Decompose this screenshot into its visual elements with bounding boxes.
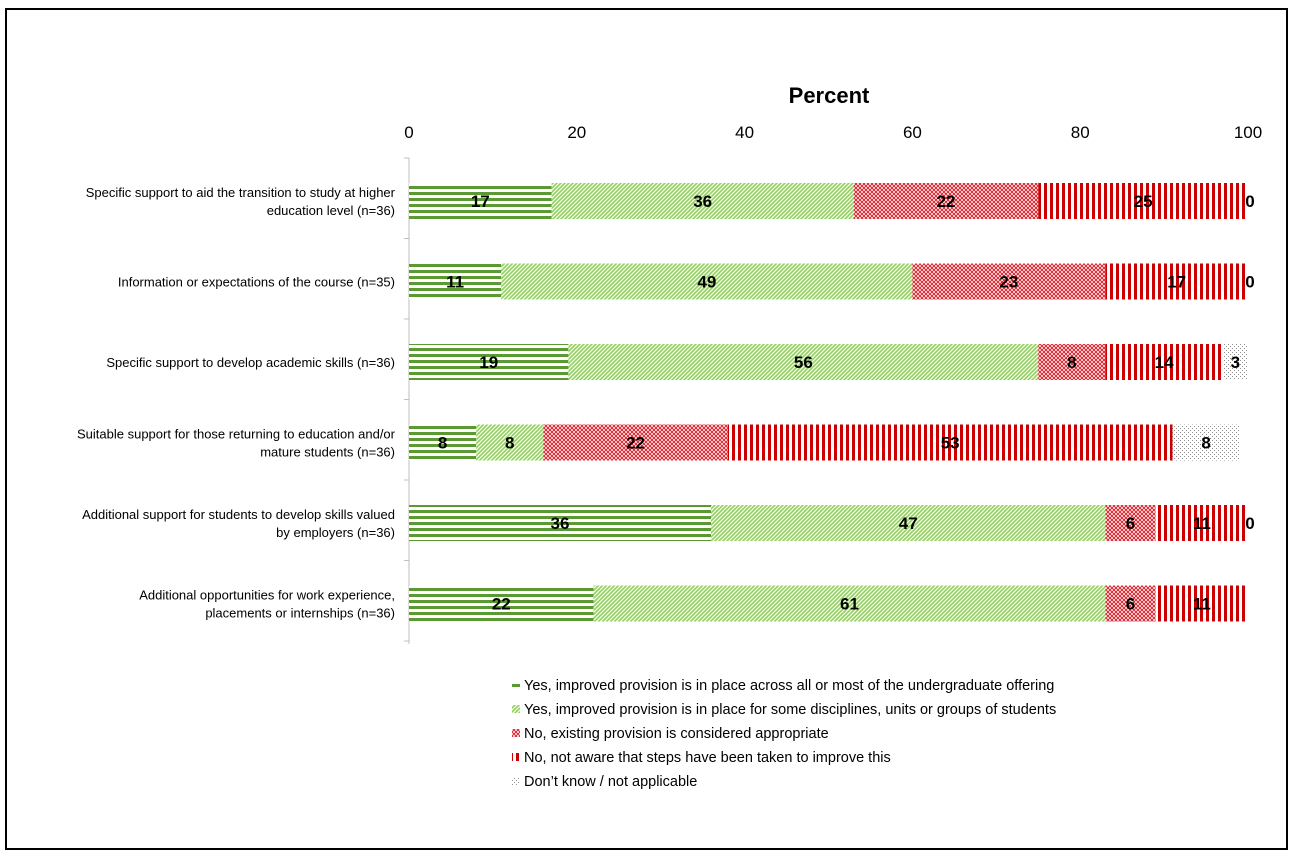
x-tick-label: 20 — [567, 123, 586, 142]
category-label: mature students (n=36) — [260, 445, 395, 460]
legend-label: No, not aware that steps have been taken… — [524, 750, 891, 766]
x-axis-ticks: 0 20 40 60 80 100 — [404, 123, 1262, 142]
category-label: Suitable support for those returning to … — [77, 427, 396, 442]
bar-segment — [1038, 183, 1248, 219]
bar-segment — [409, 505, 712, 541]
data-label: 0 — [1245, 273, 1254, 292]
category-label: Additional opportunities for work experi… — [139, 588, 395, 603]
bar-segment — [1038, 344, 1106, 380]
x-tick-label: 80 — [1071, 123, 1090, 142]
data-label: 17 — [471, 192, 490, 211]
legend: Yes, improved provision is in place acro… — [512, 678, 1056, 790]
data-label: 8 — [438, 434, 447, 453]
bar-segment — [1222, 344, 1248, 380]
data-label: 53 — [941, 434, 960, 453]
bar-segment — [409, 344, 569, 380]
data-label: 8 — [1201, 434, 1210, 453]
category-label: Information or expectations of the cours… — [118, 275, 395, 290]
data-label: 36 — [551, 514, 570, 533]
bar-segment — [501, 263, 913, 300]
data-label: 19 — [479, 353, 498, 372]
bars — [409, 183, 1248, 622]
category-label: placements or internships (n=36) — [205, 606, 395, 621]
bar-segment — [551, 183, 854, 219]
legend-label: Yes, improved provision is in place for … — [524, 702, 1056, 718]
bar-segment — [1155, 505, 1248, 541]
category-labels: Specific support to aid the transition t… — [77, 185, 396, 621]
bar-segment — [1155, 585, 1248, 622]
data-label: 36 — [693, 192, 712, 211]
data-label: 61 — [840, 595, 859, 614]
bar-segment — [409, 183, 552, 219]
bar-segment — [727, 424, 1173, 461]
x-tick-label: 40 — [735, 123, 754, 142]
data-label: 11 — [1193, 514, 1211, 533]
data-label: 25 — [1134, 192, 1153, 211]
x-tick-label: 100 — [1234, 123, 1262, 142]
data-label: 8 — [505, 434, 514, 453]
data-label: 8 — [1067, 353, 1076, 372]
category-label: education level (n=36) — [267, 203, 395, 218]
bar-segment — [1105, 505, 1156, 541]
legend-label: No, existing provision is considered app… — [524, 726, 829, 742]
data-label: 6 — [1126, 595, 1135, 614]
bar-segment — [711, 505, 1106, 541]
data-label: 22 — [626, 434, 645, 453]
bar-segment — [409, 424, 477, 461]
data-label: 56 — [794, 353, 813, 372]
data-label: 22 — [936, 192, 955, 211]
value-axis-line — [404, 157, 410, 644]
data-label: 0 — [1245, 192, 1254, 211]
bar-segment — [853, 183, 1039, 219]
category-label: by employers (n=36) — [276, 525, 395, 540]
data-label: 22 — [492, 595, 511, 614]
bar-segment — [476, 424, 544, 461]
data-label: 14 — [1155, 353, 1174, 372]
data-label: 49 — [697, 273, 716, 292]
data-label: 11 — [1193, 595, 1211, 614]
x-tick-label: 0 — [404, 123, 413, 142]
category-label: Specific support to develop academic ski… — [106, 355, 395, 370]
axis-title: Percent — [789, 83, 870, 108]
data-label: 11 — [446, 273, 464, 292]
legend-label: Don’t know / not applicable — [524, 774, 697, 790]
data-label: 6 — [1126, 514, 1135, 533]
bar-segment — [1105, 585, 1156, 622]
bar-segment — [1172, 424, 1240, 461]
legend-swatch — [512, 729, 520, 737]
data-labels: 17 36 22 25 011 49 23 17 019 56 8 14 38 8 22 53 836 47 6 11… — [438, 192, 1255, 614]
bar-segment — [409, 585, 594, 622]
bar-segment — [593, 585, 1106, 622]
category-label: Specific support to aid the transition t… — [86, 185, 396, 200]
legend-swatch — [512, 777, 520, 785]
bar-segment — [409, 263, 502, 300]
data-label: 0 — [1245, 514, 1254, 533]
bar-segment — [1105, 263, 1248, 300]
legend-label: Yes, improved provision is in place acro… — [524, 678, 1054, 694]
bar-segment — [543, 424, 728, 461]
data-label: 47 — [899, 514, 918, 533]
legend-swatch — [512, 681, 520, 689]
legend-swatch — [512, 753, 520, 761]
x-tick-label: 60 — [903, 123, 922, 142]
bar-segment — [912, 263, 1106, 300]
data-label: 17 — [1167, 273, 1186, 292]
data-label: 3 — [1231, 353, 1240, 372]
category-label: Additional support for students to devel… — [82, 507, 395, 522]
legend-swatch — [512, 705, 520, 713]
data-label: 23 — [999, 273, 1018, 292]
bar-segment — [1105, 344, 1223, 380]
bar-segment — [568, 344, 1039, 380]
